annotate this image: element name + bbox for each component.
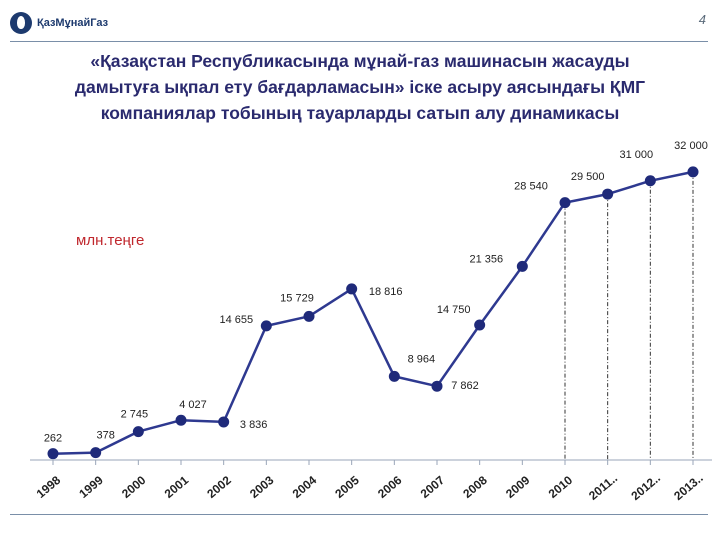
x-tick-label: 2006 bbox=[375, 473, 405, 501]
value-labels: 262 378 2 745 4 027 3 836 14 655 15 729 18 816 8… bbox=[44, 140, 708, 445]
value-label: 4 027 bbox=[179, 399, 207, 411]
value-label: 2 745 bbox=[121, 409, 149, 421]
data-point bbox=[431, 380, 443, 392]
value-label: 31 000 bbox=[620, 149, 654, 161]
x-tick-label: 2000 bbox=[119, 473, 149, 501]
data-point bbox=[687, 166, 699, 178]
data-point bbox=[47, 448, 59, 460]
value-label: 28 540 bbox=[514, 181, 548, 193]
x-tick-label: 1999 bbox=[76, 473, 106, 501]
header-divider bbox=[10, 41, 708, 42]
data-point bbox=[218, 416, 230, 428]
unit-label: млн.теңге bbox=[76, 232, 145, 249]
value-label: 14 750 bbox=[437, 304, 471, 316]
x-tick-label: 2002 bbox=[204, 473, 234, 501]
x-tick-labels: 1998 1999 2000 2001 2002 2003 2004 2005 2006 2007… bbox=[34, 471, 706, 503]
data-point bbox=[644, 175, 656, 187]
data-point bbox=[474, 319, 486, 331]
series-line bbox=[52, 170, 694, 455]
logo-text: ҚазМұнайГаз bbox=[37, 17, 109, 29]
value-label: 21 356 bbox=[470, 253, 504, 265]
x-tick-label: 2003 bbox=[247, 473, 277, 501]
value-label: 29 500 bbox=[571, 171, 605, 183]
data-point bbox=[260, 320, 272, 332]
data-point bbox=[388, 370, 400, 382]
company-logo: ҚазМұнайГаз bbox=[10, 10, 108, 36]
x-tick-label: 2008 bbox=[460, 473, 490, 501]
x-tick-label: 2010 bbox=[546, 473, 576, 501]
footer-divider bbox=[10, 514, 708, 515]
x-tick-label: 2012.. bbox=[628, 471, 663, 503]
data-point bbox=[346, 283, 358, 295]
x-tick-label: 2007 bbox=[418, 473, 448, 501]
data-point bbox=[175, 414, 187, 426]
x-tick-label: 1998 bbox=[34, 473, 64, 501]
x-tick-label: 2013.. bbox=[671, 471, 706, 503]
value-label: 7 862 bbox=[451, 380, 479, 392]
chart-title: «Қазақстан Республикасында мұнай-газ маш… bbox=[0, 48, 720, 126]
page-number: 4 bbox=[698, 12, 706, 27]
drop-lines bbox=[564, 171, 694, 460]
x-tick-label: 2001 bbox=[162, 473, 192, 501]
data-markers bbox=[47, 166, 699, 460]
x-tick-label: 2009 bbox=[503, 473, 533, 501]
title-line-3: компаниялар тобының тауарларды сатып алу… bbox=[100, 103, 620, 123]
value-label: 262 bbox=[44, 433, 62, 445]
value-label: 32 000 bbox=[674, 140, 708, 152]
data-point bbox=[303, 310, 315, 322]
value-label: 8 964 bbox=[408, 353, 436, 365]
x-ticks bbox=[52, 460, 694, 465]
title-line-1: «Қазақстан Республикасында мұнай-газ маш… bbox=[90, 51, 630, 71]
x-tick-label: 2004 bbox=[290, 473, 320, 501]
data-point bbox=[90, 447, 102, 459]
value-label: 15 729 bbox=[280, 292, 314, 304]
x-tick-label: 2011.. bbox=[586, 471, 620, 503]
title-line-2: дамытуға ықпал ету бағдарламасын» іске а… bbox=[74, 77, 646, 97]
data-point bbox=[516, 260, 528, 272]
x-tick-label: 2005 bbox=[332, 473, 362, 501]
flame-icon bbox=[10, 12, 32, 34]
value-label: 3 836 bbox=[240, 419, 268, 431]
data-point bbox=[132, 426, 144, 438]
data-point bbox=[602, 188, 614, 200]
value-label: 14 655 bbox=[220, 314, 254, 326]
data-point bbox=[559, 197, 571, 209]
value-label: 378 bbox=[96, 430, 114, 442]
value-label: 18 816 bbox=[369, 286, 403, 298]
